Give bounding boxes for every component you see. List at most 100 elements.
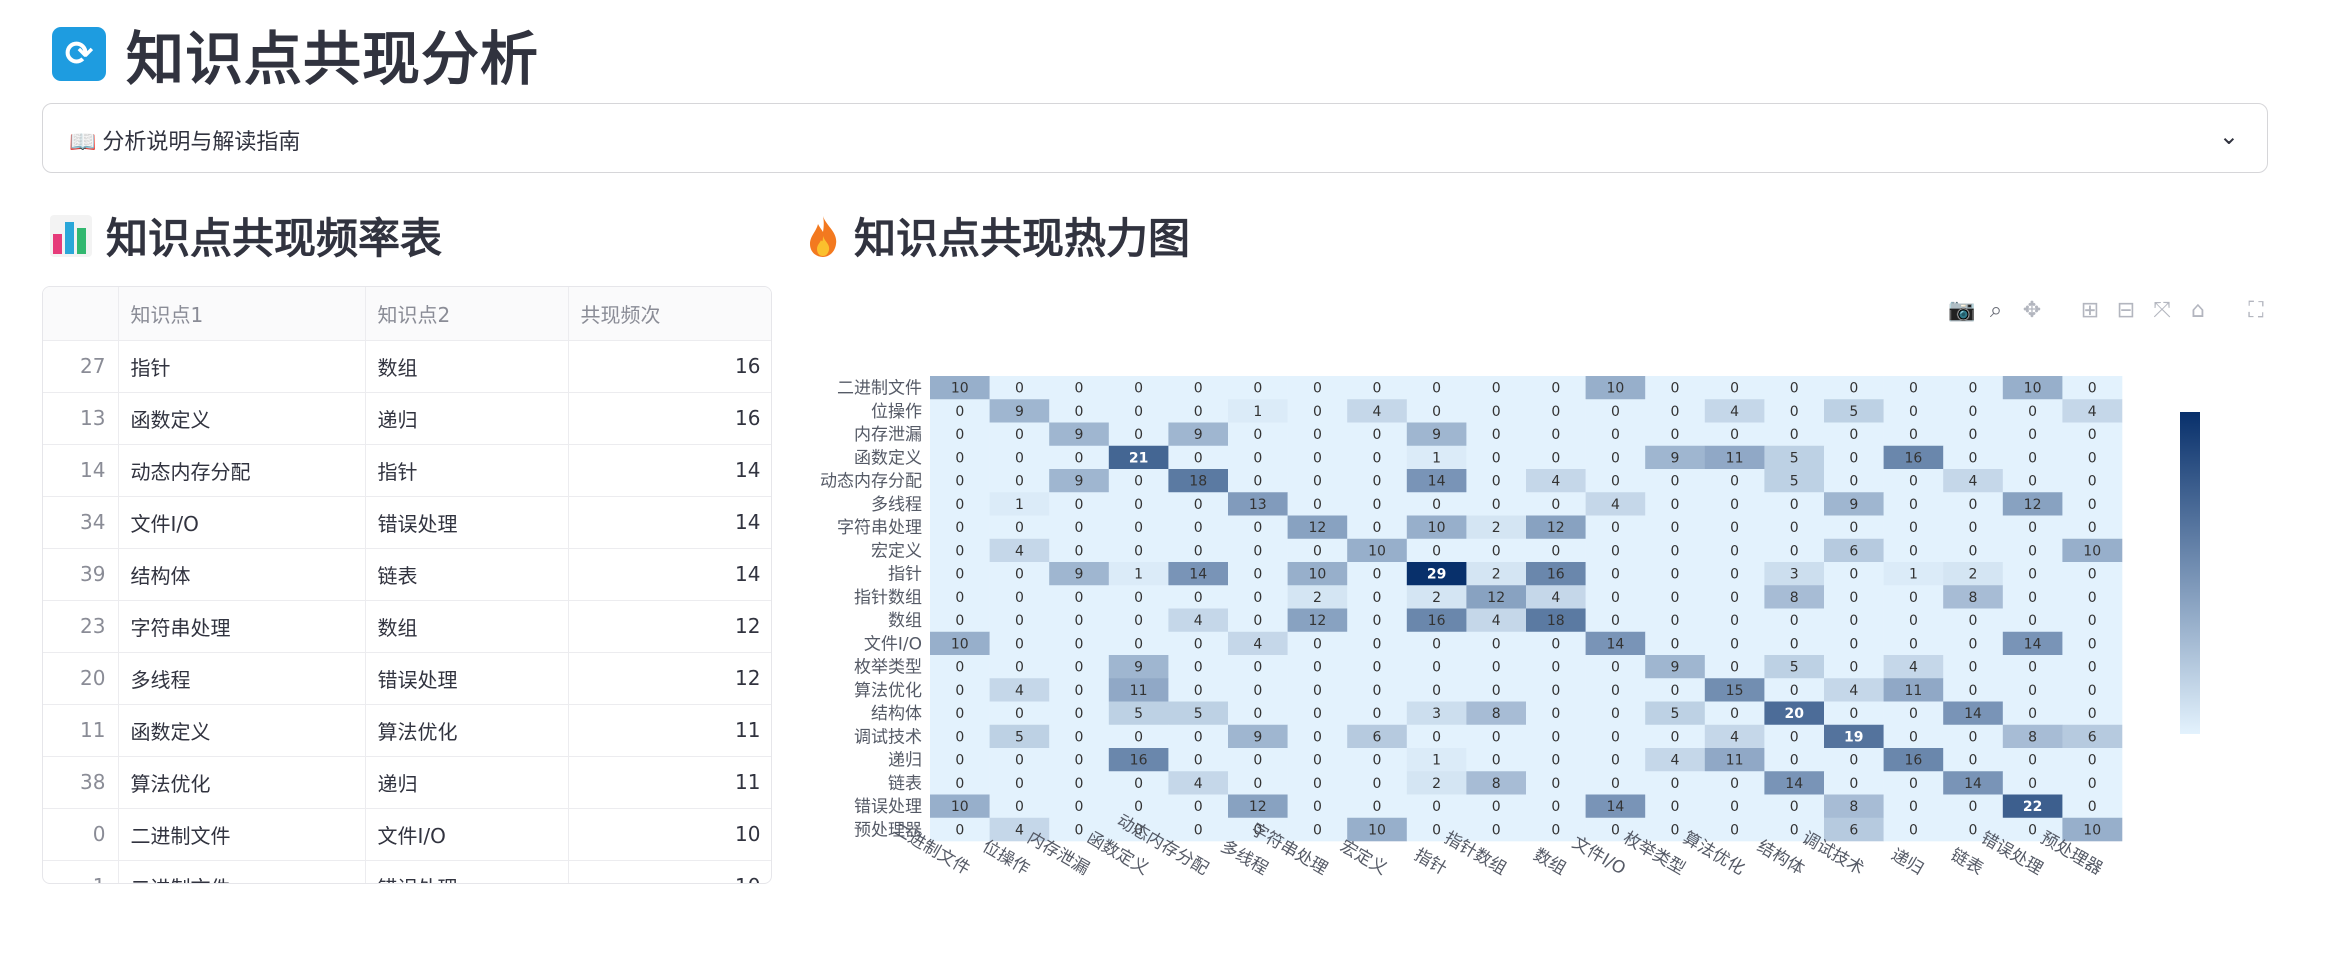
heatmap-cell-label: 0 [1134,729,1143,745]
heatmap-cell-label: 0 [1432,822,1441,838]
table-row[interactable]: 1二进制文件错误处理10 [43,860,772,884]
heatmap-cell-label: 0 [1015,381,1024,397]
heatmap-cell-label: 0 [1611,753,1620,769]
cell-idx: 1 [43,860,118,884]
cell-count: 12 [568,600,772,652]
heatmap-cell-label: 0 [1909,590,1918,606]
heatmap-cell-label: 0 [1253,567,1262,583]
heatmap-cell-label: 12 [2024,497,2042,513]
heatmap-cell-label: 9 [1671,660,1680,676]
heatmap-cell-label: 0 [1611,776,1620,792]
zoom-out-icon[interactable]: ⊟ [2114,298,2138,323]
table-row[interactable]: 11 函数定义 算法优化 11 [43,704,772,756]
heatmap-cell-label: 0 [1730,497,1739,513]
heatmap-cell-label: 0 [1373,799,1382,815]
heatmap-cell-label: 0 [1075,613,1084,629]
x-tick-label: 链表 [1947,845,1986,879]
zoom-in-icon[interactable]: ⊞ [2078,298,2102,323]
heatmap-cell-label: 12 [1308,613,1326,629]
heatmap-cell-label: 0 [1551,799,1560,815]
heatmap-cell-label: 0 [1432,660,1441,676]
table-row[interactable]: 13 函数定义 递归 16 [43,392,772,444]
expander-label[interactable]: 📖 分析说明与解读指南 [69,124,300,156]
heatmap-cell-label: 0 [1015,567,1024,583]
y-tick-label: 宏定义 [871,541,922,561]
table-row[interactable]: 0 二进制文件 文件I/O 10 [43,808,772,860]
heatmap-cell-label: 6 [1849,822,1858,838]
table-row[interactable]: 20 多线程 错误处理 12 [43,652,772,704]
heatmap-cell-label: 16 [1428,613,1446,629]
home-icon[interactable]: ⌂ [2186,298,2210,323]
heatmap-cell-label: 0 [1373,381,1382,397]
heatmap-cell-label: 0 [1611,590,1620,606]
heatmap-cell-label: 0 [1313,381,1322,397]
camera-icon[interactable]: 📷 [1948,298,1972,323]
heatmap-cell-label: 0 [1194,822,1203,838]
cell-k2: 递归 [365,392,568,444]
heatmap-cell-label: 0 [1730,474,1739,490]
table-row[interactable]: 27 指针 数组 16 [43,340,772,392]
cell-k1: 二进制文件 [118,808,365,860]
table-row[interactable]: 38 算法优化 递归 11 [43,756,772,808]
heatmap-cell-label: 0 [1730,427,1739,443]
cell-k1: 多线程 [118,652,365,704]
heatmap-cell-label: 0 [1432,543,1441,559]
heatmap-cell-label: 0 [1253,613,1262,629]
heatmap-cell-label: 2 [1492,520,1501,536]
heatmap-cell-label: 0 [1075,660,1084,676]
heatmap-cell-label: 0 [1194,404,1203,420]
heatmap-cell-label: 8 [1492,776,1501,792]
heatmap-cell-label: 9 [1075,474,1084,490]
zoom-icon[interactable]: ⌕ [1984,298,2008,323]
y-tick-label: 链表 [888,774,922,794]
heatmap-cell-label: 0 [955,590,964,606]
cell-k1: 指针 [118,340,365,392]
table-section-title: 知识点共现频率表 [50,205,442,266]
column-header-k2[interactable]: 知识点2 [365,287,568,340]
table-row[interactable]: 39 结构体 链表 14 [43,548,772,600]
heatmap-cell-label: 0 [1075,776,1084,792]
cooccurrence-heatmap[interactable]: 10 0 0 0 0 0 0 0 0 0 0 10 0 0 0 0 0 0 10 0二进制文件0 9 0 0 0 1 0 4 0 0 0 0… [790,360,2200,950]
table-row[interactable]: 34 文件I/O 错误处理 14 [43,496,772,548]
heatmap-cell-label: 0 [1790,381,1799,397]
y-tick-label: 指针 [888,565,922,585]
heatmap-cell-label: 2 [1432,590,1441,606]
y-tick-label: 位操作 [871,402,922,422]
heatmap-cell-label: 0 [1075,729,1084,745]
cell-idx: 14 [43,444,118,496]
column-header-index[interactable] [43,287,118,340]
autoscale-icon[interactable]: ⤧ [2150,298,2174,323]
cooccurrence-table[interactable]: 知识点1 知识点2 共现频次 27 指针 数组 16 13 函数定义 递归 16 14 动态内存分… [42,286,772,884]
analysis-guide-expander[interactable]: 📖 分析说明与解读指南 ⌄ [42,103,2268,173]
pan-icon[interactable]: ✥ [2020,298,2044,323]
table-row[interactable]: 23 字符串处理 数组 12 [43,600,772,652]
cell-idx: 34 [43,496,118,548]
heatmap-cell-label: 0 [1611,683,1620,699]
heatmap-cell-label: 29 [1427,567,1446,583]
heatmap-cell-label: 0 [1790,543,1799,559]
heatmap-cell-label: 0 [1611,660,1620,676]
heatmap-cell-label: 0 [1969,822,1978,838]
page-title: 知识点共现分析 [126,12,539,96]
heatmap-cell-label: 0 [2028,450,2037,466]
heatmap-cell-label: 4 [1730,729,1739,745]
heatmap-cell-label: 0 [1432,497,1441,513]
fullscreen-icon[interactable]: ⛶ [2244,298,2268,323]
heatmap-cell-label: 0 [1730,636,1739,652]
y-tick-label: 函数定义 [854,448,922,468]
heatmap-cell-label: 5 [1849,404,1858,420]
heatmap-cell-label: 0 [1253,660,1262,676]
heatmap-cell-label: 0 [1611,706,1620,722]
heatmap-cell-label: 0 [1671,729,1680,745]
heatmap-cell-label: 0 [1909,474,1918,490]
heatmap-cell-label: 0 [2088,567,2097,583]
column-header-count[interactable]: 共现频次 [568,287,772,340]
heatmap-cell-label: 0 [1313,799,1322,815]
heatmap-cell-label: 0 [1015,753,1024,769]
heatmap-cell-label: 0 [1730,520,1739,536]
column-header-k1[interactable]: 知识点1 [118,287,365,340]
heatmap-cell-label: 16 [1130,753,1148,769]
cell-k1: 字符串处理 [118,600,365,652]
table-row[interactable]: 14 动态内存分配 指针 14 [43,444,772,496]
chevron-down-icon[interactable]: ⌄ [2219,122,2239,150]
